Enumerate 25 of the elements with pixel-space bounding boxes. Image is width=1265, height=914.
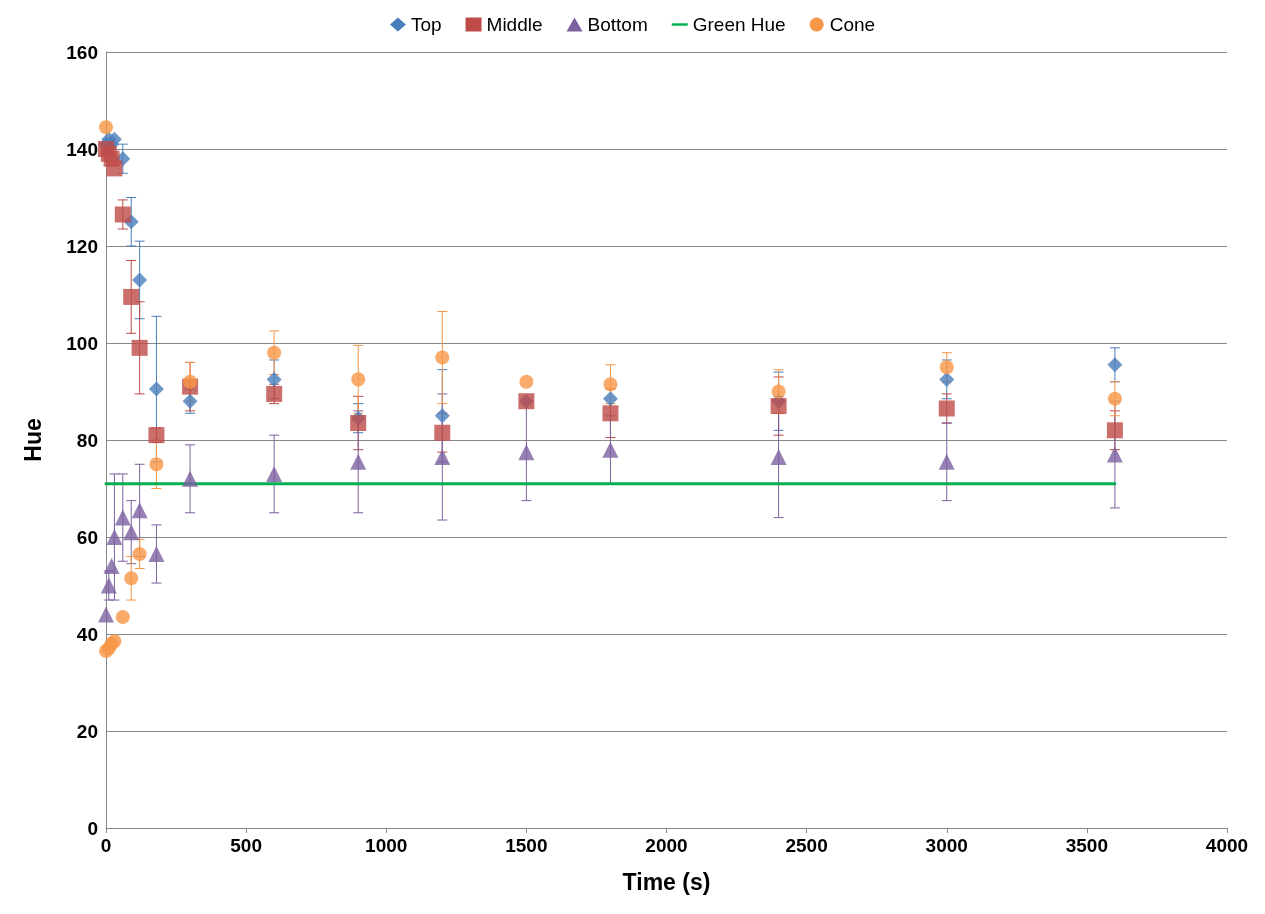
x-axis-title: Time (s): [622, 868, 711, 895]
y-tick-label: 160: [66, 41, 98, 63]
x-tick-label: 4000: [1205, 835, 1249, 856]
legend-label: Bottom: [587, 14, 648, 35]
x-tick-label: 1500: [505, 835, 548, 856]
legend-label: Green Hue: [692, 14, 786, 35]
y-tick-label: 120: [66, 235, 98, 257]
x-tick-label: 3000: [925, 835, 968, 856]
x-tick-label: 0: [100, 835, 112, 856]
y-tick-label: 0: [87, 817, 98, 839]
y-tick-label: 100: [66, 332, 98, 354]
y-axis-title: Hue: [19, 418, 46, 462]
y-tick-label: 140: [66, 138, 98, 160]
x-tick-label: 1000: [365, 835, 408, 856]
y-tick-label: 80: [76, 429, 98, 451]
legend-label: Middle: [486, 14, 543, 35]
x-tick-label: 2000: [645, 835, 688, 856]
y-tick-label: 20: [76, 720, 98, 742]
x-tick-label: 500: [230, 835, 262, 856]
legend-label: Cone: [829, 14, 876, 35]
x-tick-label: 3500: [1065, 835, 1109, 856]
y-tick-label: 60: [76, 526, 98, 548]
y-tick-label: 40: [76, 623, 98, 645]
legend-label: Top: [410, 14, 442, 35]
x-tick-label: 2500: [785, 835, 828, 856]
